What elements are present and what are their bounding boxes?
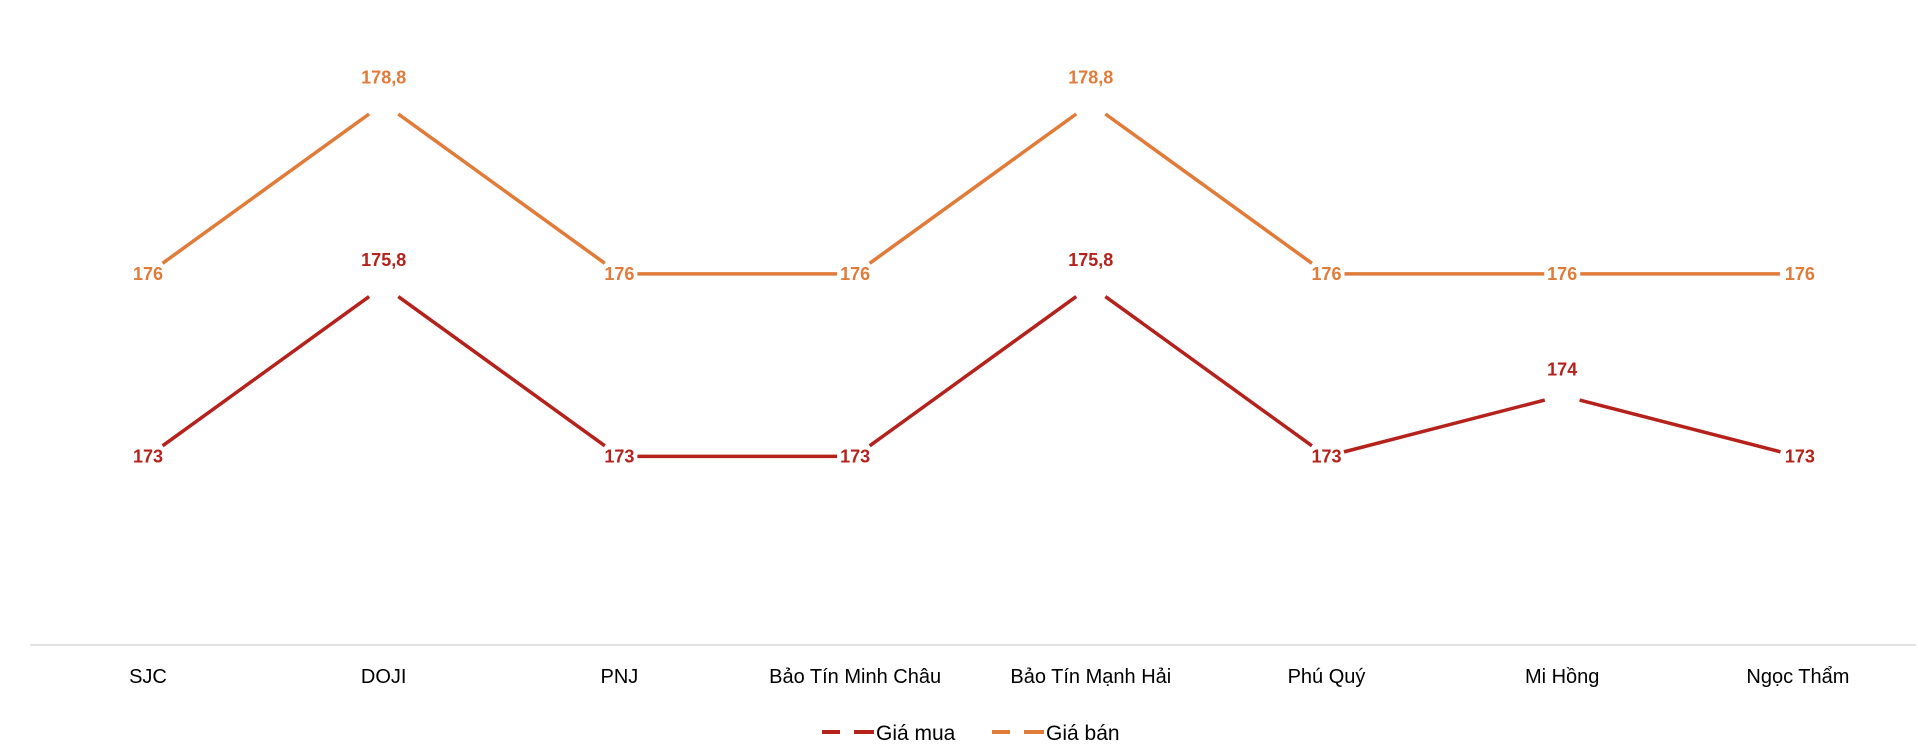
data-label: 175,8 [1068,250,1113,270]
data-label: 173 [133,446,163,466]
data-label: 176 [604,264,634,284]
data-label: 176 [133,264,163,284]
data-label: 176 [840,264,870,284]
x-tick-label: SJC [129,666,167,688]
data-label: 176 [1785,264,1815,284]
series-line-segment [1579,398,1781,454]
legend-label: Giá bán [1046,722,1120,745]
series-line-segment [868,295,1078,448]
legend-label: Giá mua [876,722,956,745]
x-tick-label: DOJI [361,666,407,688]
x-tick-label: Mi Hồng [1525,666,1599,688]
data-label: 173 [1311,446,1341,466]
series-line-segment [1104,295,1313,448]
data-label: 176 [1311,264,1341,284]
data-label: 173 [1785,446,1815,466]
series-line-segment [161,295,371,448]
x-tick-label: Ngọc Thẩm [1746,666,1849,688]
data-label: 178,8 [361,67,406,87]
x-tick-label: PNJ [601,666,639,688]
data-label: 176 [1547,264,1577,284]
series-line-segment [1343,398,1546,454]
x-tick-label: Bảo Tín Mạnh Hải [1010,666,1171,688]
data-label: 173 [604,446,634,466]
data-label: 174 [1547,360,1577,380]
x-tick-label: Bảo Tín Minh Châu [769,666,941,688]
series-line-segment [161,112,371,265]
data-label: 175,8 [361,250,406,270]
series-line-segment [1104,112,1313,265]
x-tick-label: Phú Quý [1288,666,1366,688]
series-line-segment [868,112,1078,265]
series-line-segment [397,112,606,265]
data-label: 173 [840,446,870,466]
data-label: 178,8 [1068,67,1113,87]
series-line-segment [397,295,606,448]
